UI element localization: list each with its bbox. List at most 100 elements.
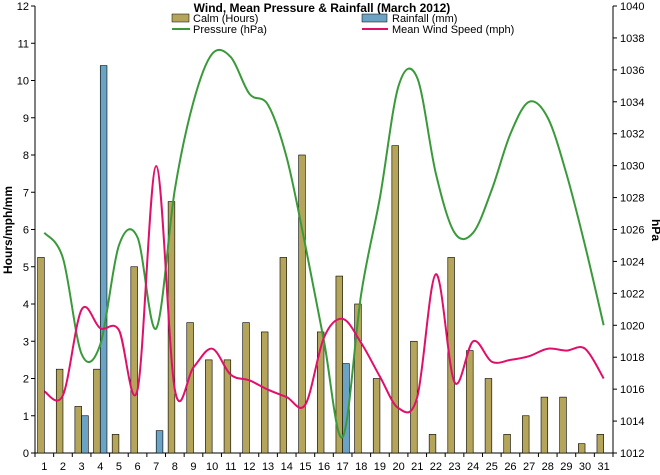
x-tick-label: 31 [598,461,610,473]
bar-calm [522,415,530,454]
bar-calm [279,257,288,454]
bar-calm [186,322,194,454]
x-tick-label: 5 [116,461,122,473]
line-pressure [43,48,605,439]
y-axis-right-label: hPa [649,219,660,241]
legend-label-wind: Mean Wind Speed (mph) [392,24,514,36]
x-tick-label: 24 [467,461,479,473]
x-tick-label: 17 [337,461,349,473]
bar-calm [391,145,399,454]
y-right-tick-label: 1016 [620,384,644,396]
y-left-tick-label: 10 [17,76,29,88]
y-left-tick-label: 9 [23,113,29,125]
y-right-tick-label: 1030 [620,161,644,173]
bar-calm [55,368,64,454]
x-tick-label: 18 [355,461,367,473]
y-right-tick-label: 1026 [620,225,644,237]
y-left-tick-label: 4 [23,299,29,311]
legend-label-calm: Calm (Hours) [193,13,258,25]
legend-swatch-rainfall [361,13,388,23]
x-tick-label: 29 [560,461,572,473]
x-tick-label: 21 [411,461,423,473]
x-tick-label: 8 [172,461,178,473]
y-right-tick-label: 1022 [620,288,644,300]
x-tick-label: 3 [79,461,85,473]
bar-calm [354,303,362,454]
y-left-tick-label: 2 [23,374,29,386]
x-tick-label: 25 [486,461,498,473]
x-tick-label: 13 [262,461,274,473]
bar-calm [223,359,232,454]
bar-calm [466,350,474,454]
bar-calm [503,434,511,454]
y-right-tick-label: 1024 [620,256,644,268]
bar-rainfall [81,415,89,454]
y-left-tick-label: 11 [18,38,29,50]
y-right-tick-label: 1020 [620,320,644,332]
bar-calm [298,154,306,454]
bar-calm [111,434,120,454]
x-tick-label: 6 [134,461,140,473]
legend: Calm (Hours) Rainfall (mm) Pressure (hPa… [171,13,514,36]
legend-label-pressure: Pressure (hPa) [193,24,267,36]
bar-calm [93,368,101,454]
x-tick-label: 12 [243,461,255,473]
bar-calm [167,201,176,454]
x-tick-label: 30 [579,461,591,473]
y-left-tick-label: 7 [23,187,29,199]
bar-calm [205,359,213,454]
x-tick-label: 15 [299,461,311,473]
x-tick-label: 1 [41,461,47,473]
bar-calm [130,266,138,454]
y-axis-left-label: Hours/mph/mm [1,186,15,274]
bar-calm [540,396,549,454]
x-tick-label: 26 [504,461,516,473]
x-tick-label: 4 [97,461,103,473]
bar-calm [242,322,250,454]
bar-calm [447,257,455,454]
x-tick-label: 2 [60,461,66,473]
bar-calm [559,396,567,454]
x-tick-label: 22 [430,461,442,473]
legend-label-rainfall: Rainfall (mm) [392,13,457,25]
bar-rainfall [99,65,108,454]
bar-calm [316,331,325,454]
legend-swatch-calm [171,13,190,23]
bar-calm [428,434,437,454]
x-tick-label: 27 [523,461,535,473]
x-tick-label: 10 [206,461,218,473]
bar-calm [37,257,45,454]
bar-calm [578,443,586,454]
y-left-tick-label: 0 [23,448,29,460]
x-tick-label: 7 [153,461,159,473]
y-right-tick-label: 1014 [620,416,644,428]
bar-calm [484,378,493,454]
y-left-tick-label: 6 [23,225,29,237]
y-left-tick-label: 3 [23,336,29,348]
bar-calm [372,378,381,454]
x-tick-label: 28 [542,461,554,473]
x-tick-label: 9 [190,461,196,473]
x-tick-label: 20 [392,461,404,473]
y-left-tick-label: 8 [23,150,29,162]
y-right-tick-label: 1034 [620,97,644,109]
x-tick-label: 11 [225,461,236,473]
y-right-tick-label: 1012 [620,448,644,460]
y-left-tick-label: 1 [23,411,29,423]
plot-area: 0123456789101112101210141016101810201022… [17,1,645,473]
y-right-tick-label: 1032 [620,129,644,141]
y-right-tick-label: 1038 [620,33,644,45]
bar-calm [596,434,604,454]
x-tick-label: 19 [374,461,386,473]
bar-calm [261,331,269,454]
y-right-tick-label: 1040 [620,1,644,13]
y-left-tick-label: 12 [17,1,29,13]
x-tick-label: 23 [448,461,460,473]
chart-title: Wind, Mean Pressure & Rainfall (March 20… [194,1,451,15]
y-right-tick-label: 1028 [620,193,644,205]
bar-rainfall [155,430,164,454]
x-tick-label: 16 [318,461,330,473]
bar-calm [74,406,82,454]
line-wind-speed [43,165,605,414]
